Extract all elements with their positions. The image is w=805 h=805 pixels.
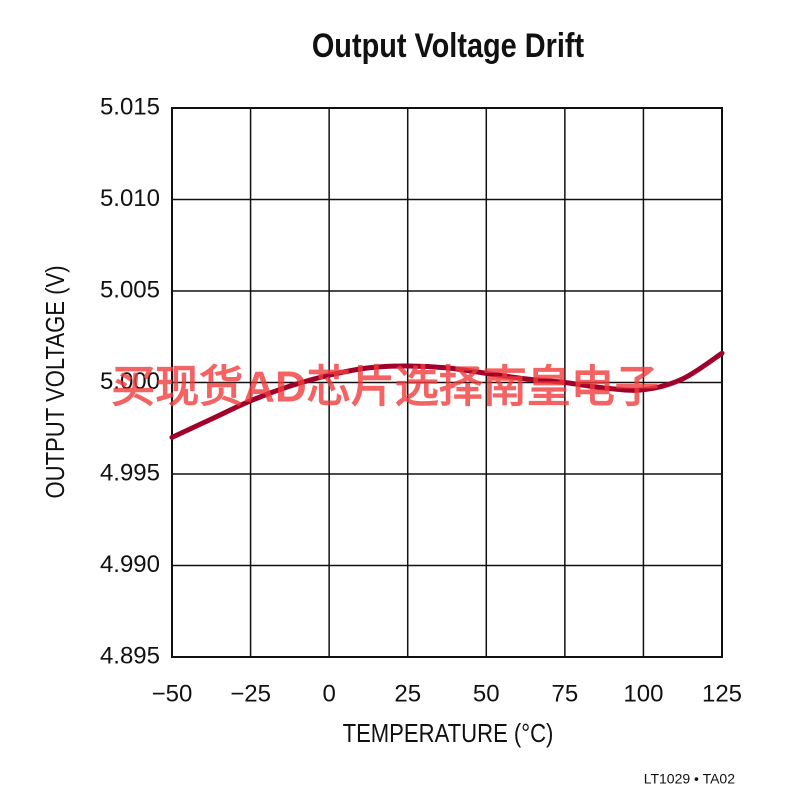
x-tick-label: 25 (394, 680, 421, 707)
x-tick-label: 75 (552, 680, 579, 707)
x-tick-label: 125 (702, 680, 742, 707)
footer: LT1029 • TA02 (644, 771, 736, 787)
y-tick-label: 5.015 (100, 93, 160, 120)
x-tick-label: 50 (473, 680, 500, 707)
y-tick-label: 4.895 (100, 642, 160, 669)
chart-title: Output Voltage Drift (312, 26, 585, 65)
y-tick-label: 5.000 (100, 368, 160, 395)
y-tick-label: 5.005 (100, 276, 160, 303)
plot-frame (171, 107, 723, 658)
y-tick-label: 5.010 (100, 185, 160, 212)
x-tick-label: 100 (623, 680, 663, 707)
x-tick-label: −25 (230, 680, 271, 707)
x-tick-label: 0 (322, 680, 335, 707)
watermark: 买现货AD芯片选择南皇电子 (111, 363, 659, 412)
x-tick-label: −50 (152, 680, 193, 707)
y-tick-label: 4.995 (100, 459, 160, 486)
y-tick-label: 4.990 (100, 551, 160, 578)
y-axis-label: OUTPUT VOLTAGE (V) (41, 265, 70, 498)
x-axis-label: TEMPERATURE (°C) (343, 719, 554, 748)
data-line (169, 350, 725, 440)
